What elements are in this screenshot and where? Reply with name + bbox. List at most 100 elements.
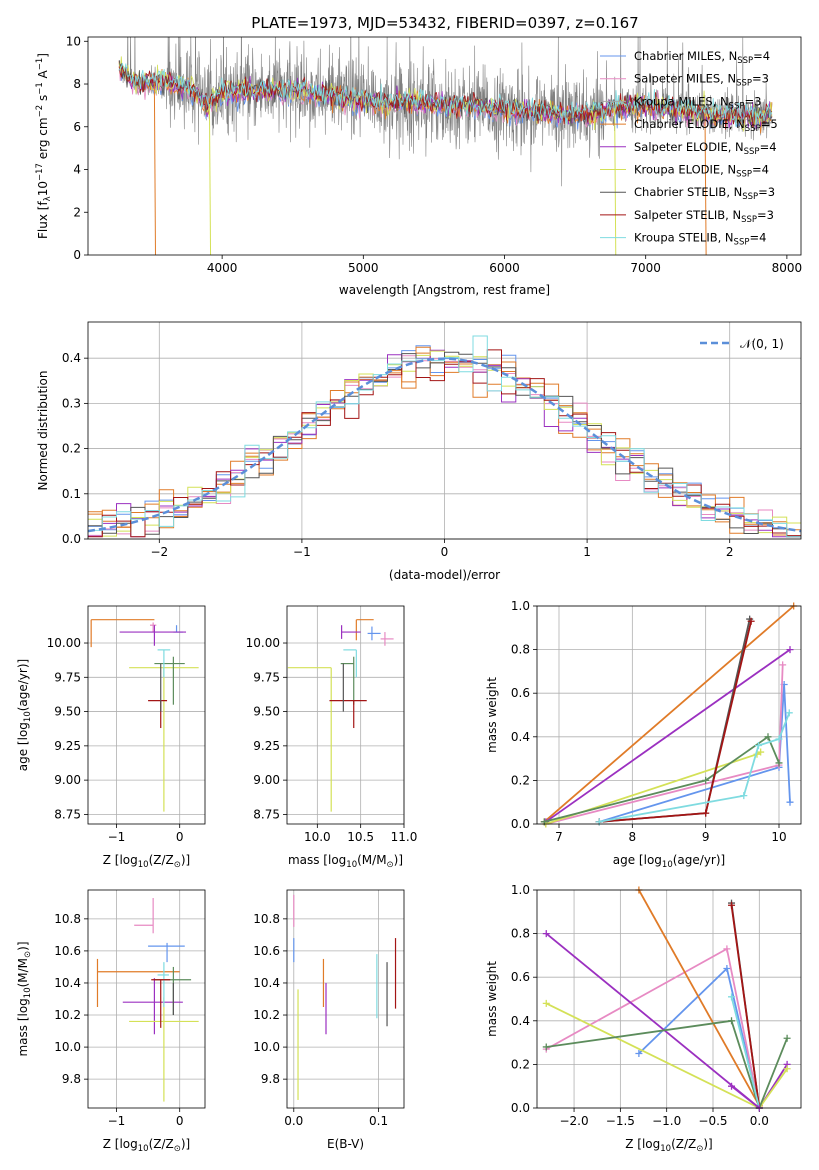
label-part: mass [log bbox=[16, 998, 30, 1056]
label-part: =4 bbox=[749, 231, 766, 245]
y-tick-label: 10.0 bbox=[54, 1040, 81, 1054]
x-tick-label: −1.5 bbox=[606, 1114, 635, 1128]
weight-marker bbox=[728, 1082, 736, 1090]
errorbar-point bbox=[148, 942, 185, 963]
y-tick-label: 9.8 bbox=[62, 1072, 81, 1086]
grid bbox=[88, 606, 205, 824]
label-part: Kroupa MILES, N bbox=[634, 94, 729, 108]
y-tick-label: 10.8 bbox=[54, 912, 81, 926]
label-part: 10 bbox=[138, 1144, 149, 1154]
label-part: =3 bbox=[757, 208, 774, 222]
label-part: =4 bbox=[760, 140, 777, 154]
y-tick-label: 10.00 bbox=[246, 636, 280, 650]
legend-label: Salpeter ELODIE, NSSP=4 bbox=[634, 140, 777, 157]
y-tick-label: 0.3 bbox=[62, 396, 81, 410]
weight-line bbox=[599, 712, 791, 823]
label-part: −1 bbox=[35, 82, 45, 95]
weight-line bbox=[546, 1019, 788, 1108]
y-tick-label: 0.2 bbox=[511, 1057, 530, 1071]
y-tick-label: 2 bbox=[73, 205, 81, 219]
x-tick-label: 6000 bbox=[489, 261, 520, 275]
label-part: Flux [f bbox=[36, 201, 50, 239]
label-part: ] bbox=[36, 53, 50, 58]
y-tick-label: 9.25 bbox=[54, 739, 81, 753]
label-part: SSP bbox=[736, 79, 752, 89]
mass_vs_Z-y-label: mass [log10(M/M⊙)] bbox=[16, 941, 33, 1056]
label-part: =4 bbox=[752, 163, 769, 177]
weight-line bbox=[730, 905, 761, 1108]
label-part: −1 bbox=[35, 58, 45, 71]
x-tick-label: 11.0 bbox=[391, 830, 418, 844]
label-part: SSP bbox=[737, 56, 753, 66]
label-part: 10 bbox=[660, 1144, 671, 1154]
x-tick-label: −1.0 bbox=[652, 1114, 681, 1128]
label-part: s bbox=[36, 95, 50, 105]
errorbar-point bbox=[355, 619, 374, 641]
label-part: mass [log bbox=[288, 853, 346, 867]
y-tick-label: 0 bbox=[73, 248, 81, 262]
legend-label: Chabrier STELIB, NSSP=3 bbox=[634, 185, 775, 202]
label-part: ⊙ bbox=[174, 1144, 181, 1154]
normal-curve bbox=[87, 357, 802, 533]
label-part: 10 bbox=[23, 987, 33, 998]
weight-marker bbox=[783, 1065, 791, 1073]
weight-line bbox=[638, 890, 761, 1107]
mass_vs_ebv-axes: 0.0 0.1 9.8 10.0 10.2 10.4 10.6 10.8 bbox=[253, 890, 404, 1128]
spectrum-axes: 4000 5000 6000 7000 8000 0 2 4 6 8 10 bbox=[66, 34, 802, 275]
weight-marker bbox=[754, 742, 762, 750]
weight-marker bbox=[542, 1043, 550, 1051]
weight-line bbox=[543, 606, 795, 823]
massweight_vs_Z-y-label: mass weight bbox=[485, 961, 499, 1037]
y-tick-label: 9.25 bbox=[253, 739, 280, 753]
x-tick-label: 10.5 bbox=[347, 830, 374, 844]
weight-marker bbox=[542, 930, 550, 938]
mass_vs_ebv-frame bbox=[286, 889, 405, 1109]
grid bbox=[537, 889, 801, 1109]
errorbar-point bbox=[119, 625, 187, 646]
massweight_vs_age-frame bbox=[536, 605, 802, 825]
x-tick-label: 8 bbox=[629, 830, 637, 844]
weight-marker bbox=[702, 776, 710, 784]
weight-line bbox=[545, 932, 788, 1108]
residuals-frame bbox=[87, 321, 802, 540]
label-part: Chabrier ELODIE, N bbox=[634, 117, 745, 131]
label-part: 10 bbox=[23, 711, 33, 722]
spectrum-model-line bbox=[118, 63, 773, 127]
weight-line bbox=[730, 1085, 760, 1108]
label-part: erg cm bbox=[36, 117, 50, 163]
errorbar-point bbox=[129, 997, 199, 1102]
label-part: (age/yr)] bbox=[673, 853, 725, 867]
weight-marker bbox=[723, 964, 731, 972]
y-tick-label: 9.00 bbox=[253, 773, 280, 787]
label-part: SSP bbox=[741, 215, 757, 225]
y-tick-label: 10.4 bbox=[54, 976, 81, 990]
weight-marker bbox=[783, 1034, 791, 1042]
weight-marker bbox=[764, 733, 772, 741]
y-tick-label: 0.6 bbox=[511, 686, 530, 700]
y-tick-label: 0.0 bbox=[511, 817, 530, 831]
label-part: )] bbox=[16, 941, 30, 950]
label-part: SSP bbox=[744, 147, 760, 157]
errorbar-point bbox=[129, 667, 199, 812]
errorbar-point bbox=[287, 667, 332, 812]
y-tick-label: 9.50 bbox=[253, 705, 280, 719]
spectrum-spike bbox=[153, 82, 156, 256]
weight-marker bbox=[740, 792, 748, 800]
y-tick-label: 0.4 bbox=[511, 730, 530, 744]
mass_vs_Z-frame bbox=[87, 889, 206, 1109]
weight-marker bbox=[779, 661, 787, 669]
spectrum-frame bbox=[87, 36, 802, 256]
label-part: )] bbox=[181, 1137, 190, 1151]
weight-marker bbox=[786, 646, 794, 654]
errorbar-point bbox=[343, 649, 357, 678]
x-tick-label: 0 bbox=[176, 1114, 184, 1128]
y-tick-label: 9.75 bbox=[253, 670, 280, 684]
weight-marker bbox=[775, 759, 783, 767]
y-tick-label: 10.2 bbox=[253, 1008, 280, 1022]
legend-label: Chabrier ELODIE, NSSP=5 bbox=[634, 117, 778, 134]
weight-marker bbox=[728, 901, 736, 909]
label-part: A bbox=[36, 69, 50, 82]
label-part: Salpeter MILES, N bbox=[634, 72, 736, 86]
grid bbox=[88, 890, 205, 1108]
